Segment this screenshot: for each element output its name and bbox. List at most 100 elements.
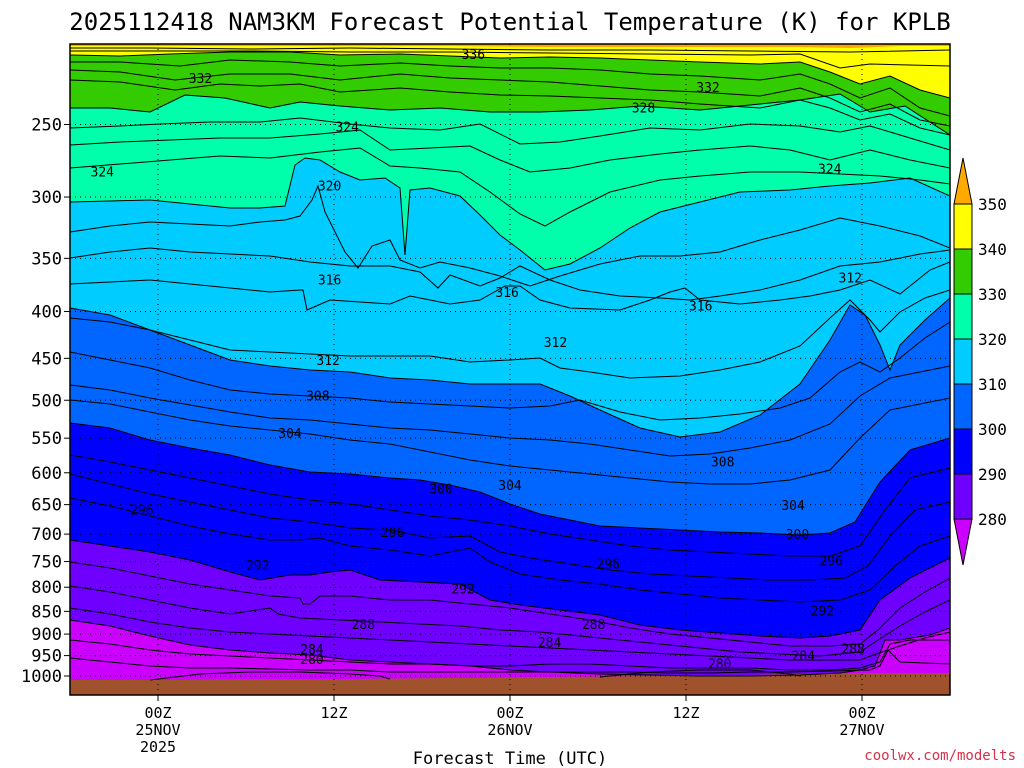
- colorbar-label: 330: [978, 285, 1007, 304]
- y-tick-label: 400: [31, 302, 62, 322]
- y-tick-label: 250: [31, 116, 62, 136]
- contour-line: [599, 669, 801, 678]
- y-tick-label: 300: [31, 188, 62, 208]
- y-tick-label: 1000: [21, 667, 62, 687]
- contour-label-text: 308: [306, 389, 329, 404]
- contour-label: 292: [451, 583, 474, 598]
- contour-label: 296: [130, 504, 153, 519]
- contour-label: 324: [91, 165, 115, 180]
- contour-line: [70, 147, 950, 227]
- contour-label-text: 284: [792, 649, 816, 664]
- contour-label-text: 324: [818, 163, 842, 178]
- colorbar-label: 310: [978, 375, 1007, 394]
- y-tick-label: 350: [31, 249, 62, 269]
- colorbar-cap-low: [953, 518, 973, 566]
- x-tick-label-mid: 25NOV: [135, 721, 180, 739]
- contour-label-text: 316: [689, 299, 712, 314]
- contour-label: 308: [306, 389, 329, 404]
- contour-lines: [70, 47, 950, 681]
- y-tick-label: 550: [31, 429, 62, 449]
- contour-line: [70, 261, 950, 311]
- contour-line: [70, 649, 950, 674]
- contour-line: [70, 585, 950, 657]
- contour-line: [70, 497, 950, 603]
- contour-label: 316: [318, 273, 341, 288]
- contour-label-text: 280: [300, 653, 323, 668]
- contour-line: [70, 93, 950, 136]
- contour-label: 312: [316, 354, 339, 369]
- contour-label-text: 296: [597, 558, 620, 573]
- colorbar-label: 280: [978, 510, 1007, 529]
- contour-label: 316: [495, 286, 518, 301]
- contour-label: 324: [335, 121, 359, 136]
- contour-label: 288: [582, 618, 605, 633]
- colorbar-label: 300: [978, 420, 1007, 439]
- contour-line: [70, 561, 950, 647]
- contour-label: 300: [429, 483, 452, 498]
- contour-label-text: 284: [538, 636, 562, 651]
- colorbar: 280 290 300 310 320 330 340 350: [953, 157, 1007, 566]
- contour-label-text: 296: [381, 526, 404, 541]
- contour-line: [70, 473, 950, 581]
- contour-line: [70, 365, 950, 457]
- contour-label-text: 304: [781, 499, 805, 514]
- contour-label-text: 328: [632, 101, 655, 116]
- colorbar-label: 340: [978, 240, 1007, 259]
- contour-line: [70, 79, 950, 136]
- grid-lines: [70, 44, 950, 695]
- x-tick-label-top: 00Z: [496, 704, 523, 722]
- contour-label: 304: [781, 499, 805, 514]
- colorbar-label: 320: [978, 330, 1007, 349]
- contour-label: 316: [689, 299, 712, 314]
- colorbar-box: [953, 293, 973, 340]
- x-tick-label-bottom: 2025: [140, 738, 176, 756]
- contour-line: [70, 129, 950, 173]
- contour-line: [70, 69, 950, 127]
- contour-label: 304: [498, 479, 522, 494]
- contour-label-text: 284: [300, 643, 324, 658]
- contour-label: 280: [708, 658, 731, 673]
- contour-label-text: 332: [189, 72, 212, 87]
- contour-label-text: 292: [811, 604, 834, 619]
- contour-line: [70, 184, 950, 287]
- contour-line: [70, 321, 950, 421]
- colorbar-box: [953, 383, 973, 430]
- contour-line: [70, 117, 950, 151]
- contour-line: [70, 297, 950, 438]
- y-tick-label: 900: [31, 625, 62, 645]
- contour-line: [70, 247, 950, 301]
- contour-line: [70, 454, 950, 557]
- contour-label: 332: [696, 81, 719, 96]
- contour-label-text: 304: [278, 427, 302, 442]
- y-tick-label: 600: [31, 464, 62, 484]
- y-tick-label: 650: [31, 496, 62, 516]
- contour-label: 312: [839, 271, 862, 286]
- contour-label-text: 324: [335, 121, 359, 136]
- y-axis: 250 300 350 400 450 500 550 600 650 700 750 800 850 9…: [21, 116, 70, 687]
- plot-area: 332 336 332 328 324 324 324 320 316 316 316 312 312 3…: [70, 44, 950, 695]
- contour-label-text: 292: [246, 559, 269, 574]
- colorbar-box: [953, 203, 973, 250]
- credit-text: coolwx.com/modelts: [864, 748, 1016, 764]
- x-tick-label-top: 12Z: [320, 704, 347, 722]
- contour-label-text: 308: [711, 456, 734, 471]
- contour-label-text: 316: [495, 286, 518, 301]
- contour-label: 288: [841, 642, 864, 657]
- contour-label-text: 320: [318, 179, 341, 194]
- contour-line: [70, 397, 950, 485]
- contour-label-text: 296: [130, 504, 153, 519]
- contour-label: 292: [811, 604, 834, 619]
- contour-label: 292: [246, 559, 269, 574]
- colorbar-box: [953, 428, 973, 475]
- contour-label: 336: [462, 48, 485, 63]
- contour-line: [70, 289, 950, 379]
- contour-label: 320: [318, 179, 341, 194]
- contour-label-text: 300: [429, 483, 452, 498]
- colorbar-box: [953, 473, 973, 520]
- contour-label: 296: [597, 558, 620, 573]
- y-tick-label: 450: [31, 349, 62, 369]
- y-tick-label: 950: [31, 647, 62, 667]
- x-tick-label-mid: 26NOV: [487, 721, 532, 739]
- colorbar-box: [953, 248, 973, 295]
- y-tick-label: 500: [31, 391, 62, 411]
